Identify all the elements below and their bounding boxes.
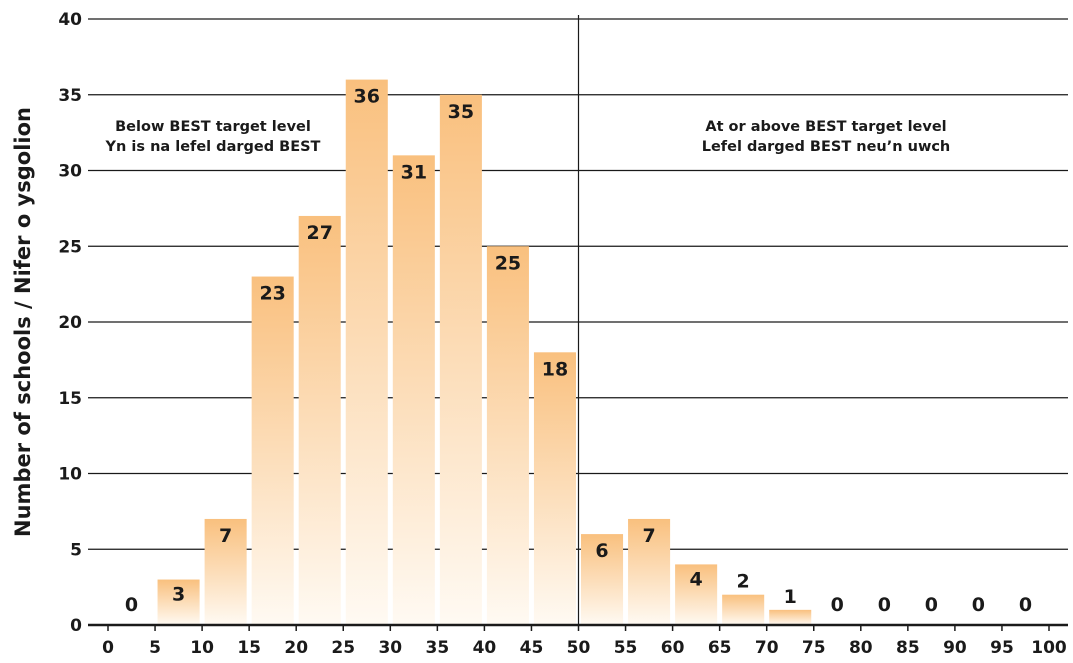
region-below-label-line1: Below BEST target level [115, 119, 311, 135]
bar [533, 352, 576, 625]
x-tick-label: 95 [990, 638, 1014, 658]
x-tick-label: 30 [378, 638, 402, 658]
x-tick-label: 0 [102, 638, 114, 658]
region-below-label-line2: Yn is na lefel darged BEST [105, 139, 321, 155]
y-tick-label: 30 [58, 162, 82, 182]
bar-value-label: 31 [401, 161, 427, 183]
y-tick-label: 35 [58, 86, 82, 106]
bar [345, 79, 388, 626]
bar-value-label: 25 [495, 252, 521, 274]
x-tick-label: 5 [149, 638, 161, 658]
y-tick-label: 25 [58, 237, 82, 257]
y-tick-label: 20 [58, 313, 82, 333]
bar-value-label: 0 [878, 594, 891, 616]
y-tick-label: 15 [58, 389, 82, 409]
bar [675, 564, 718, 625]
x-tick-label: 60 [661, 638, 685, 658]
bar [722, 594, 765, 625]
bars [157, 79, 812, 626]
bar [251, 276, 294, 625]
bar-value-label: 0 [125, 594, 138, 616]
bar-value-label: 3 [172, 584, 185, 606]
bar-value-label: 0 [831, 594, 844, 616]
bar-value-label: 36 [354, 86, 380, 108]
bar-value-label: 7 [642, 525, 655, 547]
bar-value-label: 0 [972, 594, 985, 616]
y-tick-label: 0 [70, 616, 82, 636]
bar-value-label: 2 [737, 571, 750, 593]
x-tick-label: 20 [284, 638, 308, 658]
bar-value-labels: 0 3 7 23 27 36 31 35 25 18 6 7 4 2 1 0 0 0 0 0 [125, 86, 1032, 616]
bar-value-label: 6 [595, 540, 608, 562]
bar [486, 246, 529, 625]
bar-value-label: 23 [259, 283, 285, 305]
x-tick-label: 85 [896, 638, 920, 658]
bar-value-label: 7 [219, 525, 232, 547]
bar-value-label: 0 [925, 594, 938, 616]
x-tick-label: 45 [520, 638, 544, 658]
bar-value-label: 0 [1019, 594, 1032, 616]
bar [392, 155, 435, 625]
bar [439, 94, 482, 625]
y-axis-title: Number of schools / Nifer o ysgolion [11, 107, 35, 537]
bar-value-label: 1 [784, 586, 797, 608]
bar [769, 609, 812, 625]
bar-value-label: 18 [542, 358, 568, 380]
x-tick-label: 65 [708, 638, 732, 658]
bar [204, 518, 247, 625]
y-tick-label: 5 [70, 540, 82, 560]
y-tick-label: 10 [58, 465, 82, 485]
x-tick-label: 40 [473, 638, 497, 658]
x-tick-label: 90 [943, 638, 967, 658]
bar-value-label: 4 [690, 568, 703, 590]
region-above-label-line1: At or above BEST target level [705, 119, 946, 135]
x-tick-label: 55 [614, 638, 638, 658]
x-tick-label: 25 [331, 638, 355, 658]
region-above-label-line2: Lefel darged BEST neu’n uwch [702, 139, 951, 155]
x-tick-label: 100 [1031, 638, 1067, 658]
x-tick-label: 50 [567, 638, 591, 658]
x-tick-label: 15 [237, 638, 261, 658]
x-tick-label: 35 [426, 638, 450, 658]
y-tick-label: 40 [58, 10, 82, 30]
bar-value-label: 35 [448, 101, 474, 123]
x-tick-label: 70 [755, 638, 779, 658]
bar-value-label: 27 [306, 222, 332, 244]
x-tick-label: 80 [849, 638, 873, 658]
x-tick-label: 10 [190, 638, 214, 658]
bar [298, 215, 341, 625]
bar [581, 534, 624, 625]
x-tick-label: 75 [802, 638, 826, 658]
bar [628, 518, 671, 625]
bar [157, 579, 200, 625]
